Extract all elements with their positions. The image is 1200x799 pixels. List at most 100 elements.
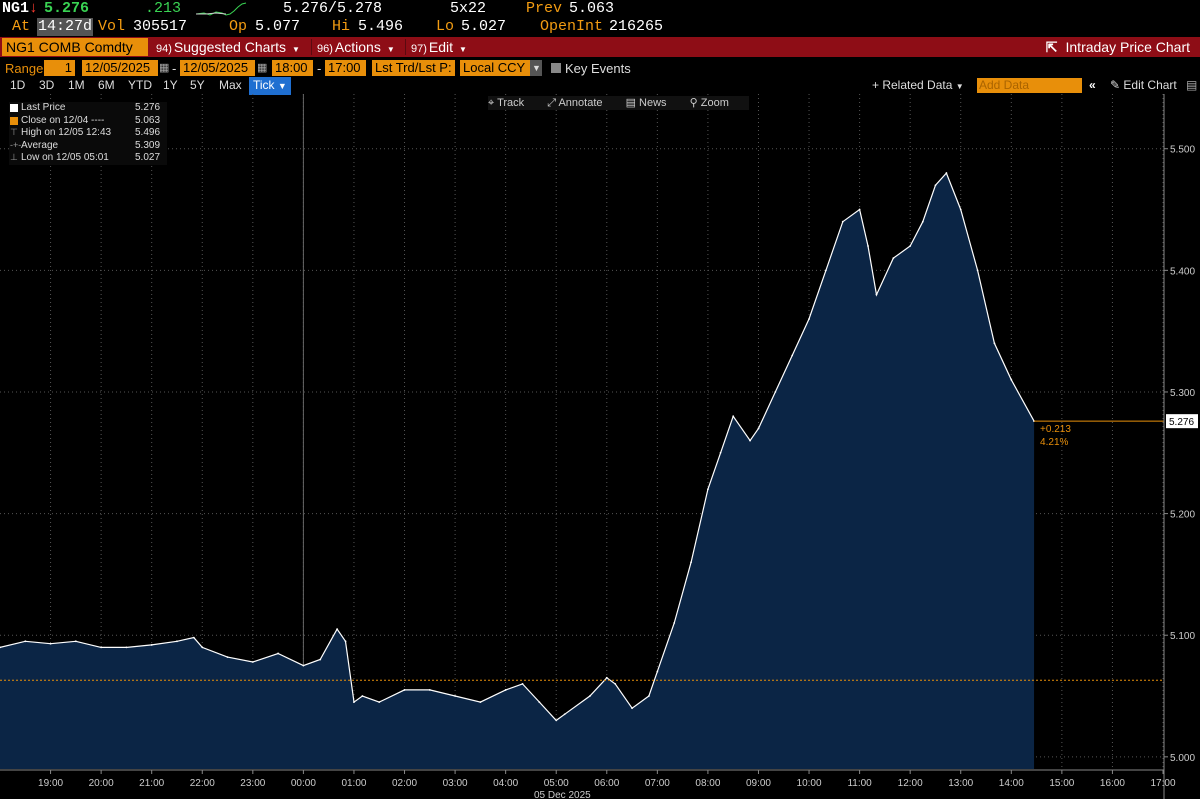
period-max[interactable]: Max (219, 78, 242, 92)
caret-down-icon: ▼ (459, 45, 467, 54)
period-tick[interactable]: Tick ▼ (249, 77, 291, 95)
security-field[interactable]: NG1 COMB Comdty (2, 38, 148, 56)
x-tick-label: 19:00 (38, 778, 63, 789)
calendar-icon[interactable]: ▦ (159, 62, 170, 74)
open-interest: 216265 (609, 18, 664, 35)
chart-canvas[interactable]: 5.000 5.100 5.200 5.300 5.400 5.500 5.276 +0.21… (0, 94, 1200, 799)
annotate-tool[interactable]: ⤢ Annotate (547, 97, 603, 109)
zoom-tool[interactable]: ⚲ Zoom (689, 97, 729, 109)
legend-value: 5.276 (135, 102, 161, 113)
x-tick-label: 20:00 (89, 778, 114, 789)
chart-legend: Last Price 5.276 Close on 12/04 ---- 5.0… (9, 102, 167, 165)
x-tick-label: 13:00 (948, 778, 973, 789)
menu-label: Edit (428, 39, 454, 55)
period-5y[interactable]: 5Y (190, 78, 205, 92)
key-events-checkbox[interactable] (551, 63, 561, 73)
period-1y[interactable]: 1Y (163, 78, 178, 92)
add-data-input[interactable]: Add Data (977, 78, 1082, 93)
menu-number: 94) (156, 43, 172, 55)
legend-row-low[interactable]: ⊥ Low on 12/05 05:01 5.027 (9, 152, 167, 165)
period-1d[interactable]: 1D (10, 78, 26, 92)
related-data-menu[interactable]: + Related Data ▼ (872, 78, 964, 92)
legend-row-high[interactable]: ⊤ High on 12/05 12:43 5.496 (9, 127, 167, 140)
price-point (656, 670, 659, 673)
suggested-charts-menu[interactable]: 94) Suggested Charts ▼ (156, 37, 300, 60)
actions-menu[interactable]: 96) Actions ▼ (317, 37, 395, 60)
legend-swatch (10, 116, 18, 125)
last-price: 5.276 (44, 0, 90, 17)
track-tool[interactable]: ⌖ Track (488, 97, 525, 109)
start-time-field[interactable]: 18:00 (272, 60, 313, 76)
end-date-field[interactable]: 12/05/2025 (180, 60, 255, 76)
range-count-field[interactable]: 1 (44, 60, 75, 76)
price-point (226, 656, 229, 659)
function-toolbar: NG1 COMB Comdty 94) Suggested Charts ▼ 96)… (0, 37, 1200, 57)
y-tick-label: 5.500 (1170, 145, 1195, 156)
collapse-icon[interactable]: « (1089, 78, 1096, 92)
legend-value: 5.496 (135, 127, 161, 138)
period-6m[interactable]: 6M (98, 78, 115, 92)
period-ytd[interactable]: YTD (128, 78, 152, 92)
legend-value: 5.063 (135, 114, 161, 126)
price-point (125, 646, 128, 649)
price-point (1010, 378, 1013, 381)
currency-dropdown-icon[interactable]: ▼ (530, 60, 542, 76)
price-point (0, 646, 1, 649)
price-point (192, 636, 195, 639)
period-3d[interactable]: 3D (39, 78, 55, 92)
ticker[interactable]: NG1 (2, 0, 30, 17)
annotate-tool-label: Annotate (558, 97, 603, 109)
price-point (774, 391, 777, 393)
x-tick-label: 09:00 (746, 778, 771, 789)
start-date-field[interactable]: 12/05/2025 (82, 60, 158, 76)
time-dash: - (317, 61, 322, 76)
price-point (563, 713, 566, 716)
x-tick-label: 22:00 (190, 778, 215, 789)
calendar-icon[interactable]: ▦ (257, 62, 268, 74)
x-tick-label: 04:00 (493, 778, 518, 789)
edit-chart-button[interactable]: ✎ Edit Chart (1110, 77, 1177, 94)
price-chart[interactable]: 5.000 5.100 5.200 5.300 5.400 5.500 5.276 +0.21… (0, 94, 1200, 799)
quote-header-line-2: At 14:27d Vol 305517 Op 5.077 Hi 5.496 L… (0, 18, 1200, 36)
legend-label: Last Price (21, 102, 66, 113)
open-price: 5.077 (255, 18, 301, 35)
end-time-field[interactable]: 17:00 (325, 60, 366, 76)
price-point (319, 658, 322, 661)
x-tick-label: 06:00 (594, 778, 619, 789)
edit-chart-label: Edit Chart (1123, 78, 1177, 92)
y-tick-label: 5.000 (1170, 753, 1195, 764)
bid-ask: 5.276/5.278 (283, 0, 383, 17)
x-tick-label: 07:00 (645, 778, 670, 789)
related-data-label: Related Data (882, 78, 953, 92)
legend-row-average[interactable]: -+- Average 5.309 (9, 140, 167, 153)
price-point (201, 646, 204, 649)
y-tick-label: 5.400 (1170, 266, 1195, 277)
legend-label: High on 12/05 12:43 (21, 127, 112, 138)
high-price: 5.496 (358, 18, 404, 35)
menu-number: 97) (411, 43, 427, 55)
last-price-tag-label: 5.276 (1169, 417, 1194, 428)
period-1m[interactable]: 1M (68, 78, 85, 92)
legend-label: Average (21, 139, 59, 151)
x-tick-label: 10:00 (797, 778, 822, 789)
price-point (504, 689, 507, 691)
window-title[interactable]: ⇱ Intraday Price Chart (1046, 37, 1190, 57)
low-marker-icon: ⊥ (10, 152, 18, 162)
last-trade-time: 14:27d (37, 18, 94, 36)
price-point (589, 695, 591, 697)
edit-menu[interactable]: 97) Edit ▼ (411, 37, 467, 60)
date-axis-label: 05 Dec 2025 (534, 790, 591, 799)
legend-row-last-price[interactable]: Last Price 5.276 (9, 102, 167, 115)
x-tick-label: 15:00 (1049, 778, 1074, 789)
price-point (428, 689, 431, 691)
price-point (24, 640, 27, 643)
market-field[interactable]: Lst Trd/Lst P: (372, 60, 455, 76)
currency-field[interactable]: Local CCY (460, 60, 530, 76)
legend-row-close[interactable]: Close on 12/04 ---- 5.063 (9, 115, 167, 128)
price-point (945, 172, 948, 174)
popout-icon[interactable]: ⇱ (1045, 39, 1058, 55)
news-tool[interactable]: ▤ News (625, 97, 667, 109)
price-point (648, 695, 650, 697)
menu-icon[interactable]: ▤ (1186, 78, 1198, 92)
vol-label: Vol (98, 18, 126, 35)
